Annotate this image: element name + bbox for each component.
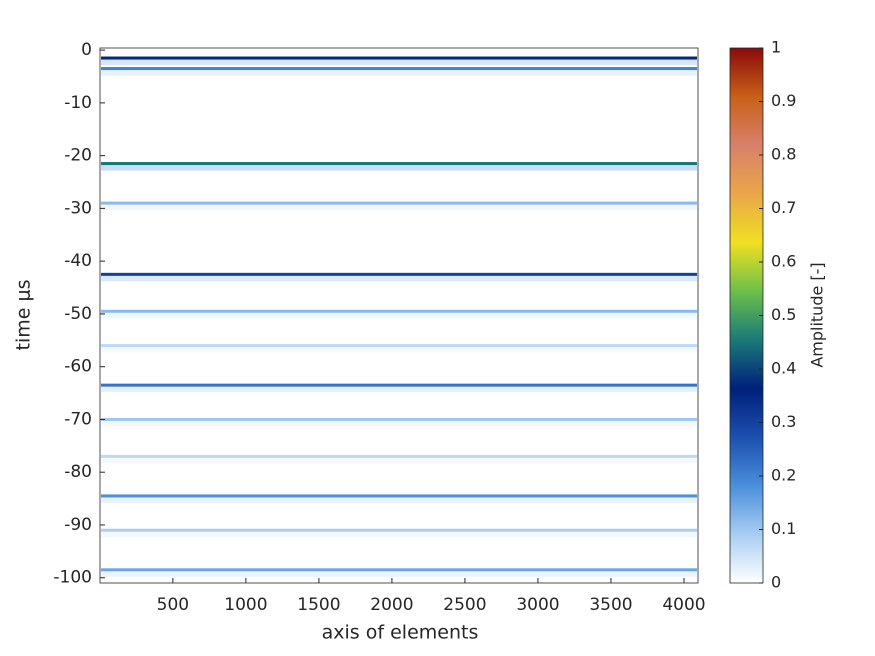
band xyxy=(101,309,697,313)
x-tick-label: 1500 xyxy=(297,595,340,615)
band-halo xyxy=(101,529,697,538)
band xyxy=(101,417,697,421)
y-tick-label: 0 xyxy=(81,40,92,60)
y-tick-label: -10 xyxy=(64,93,92,113)
colorbar-tick-label: 0.4 xyxy=(771,359,796,378)
x-tick-label: 500 xyxy=(157,595,189,615)
band-halo xyxy=(101,494,697,503)
band-halo xyxy=(101,418,697,427)
colorbar-tick-label: 0.2 xyxy=(771,466,796,485)
plot-frame xyxy=(99,47,699,584)
band-halo xyxy=(101,162,697,171)
bands xyxy=(101,56,697,577)
band xyxy=(101,528,697,532)
band-halo xyxy=(101,568,697,577)
band-halo xyxy=(101,384,697,393)
x-tick-label: 1000 xyxy=(224,595,267,615)
colorbar-tick-label: 0 xyxy=(771,573,781,592)
colorbar-tick-label: 0.3 xyxy=(771,412,796,431)
band-halo xyxy=(101,344,697,353)
band xyxy=(101,454,697,458)
band-halo xyxy=(101,202,697,211)
x-tick-label: 2500 xyxy=(443,595,486,615)
colorbar-tick-label: 0.7 xyxy=(771,198,796,217)
band xyxy=(101,383,697,387)
band-halo xyxy=(101,57,697,66)
band xyxy=(101,568,697,572)
y-tick-label: -90 xyxy=(64,515,92,535)
band-halo xyxy=(101,67,697,76)
x-tick-label: 3500 xyxy=(589,595,632,615)
x-tick-label: 2000 xyxy=(370,595,413,615)
colorbar-tick-label: 0.1 xyxy=(771,519,796,538)
x-axis-label: axis of elements xyxy=(322,622,479,644)
x-tick-label: 4000 xyxy=(662,595,705,615)
y-tick-label: -40 xyxy=(64,251,92,271)
y-axis-label: time μs xyxy=(13,280,35,351)
x-tick-label: 3000 xyxy=(516,595,559,615)
colorbar-tick-label: 0.5 xyxy=(771,305,796,324)
band xyxy=(101,67,697,71)
band-halo xyxy=(101,273,697,282)
y-tick-label: -60 xyxy=(64,357,92,377)
band xyxy=(101,272,697,276)
y-tick-label: -100 xyxy=(53,568,92,588)
y-tick-label: -80 xyxy=(64,462,92,482)
band xyxy=(101,344,697,348)
y-tick-label: -20 xyxy=(64,146,92,166)
colorbar-tick-label: 0.9 xyxy=(771,91,796,110)
band xyxy=(101,162,697,166)
colorbar-tick-label: 0.8 xyxy=(771,145,796,164)
band-halo xyxy=(101,310,697,319)
band xyxy=(101,56,697,60)
colorbar-label: Amplitude [-] xyxy=(808,262,827,367)
band xyxy=(101,494,697,498)
band-halo xyxy=(101,455,697,464)
colorbar-tick-label: 1 xyxy=(771,38,781,57)
band xyxy=(101,201,697,205)
colorbar-tick-label: 0.6 xyxy=(771,252,796,271)
y-tick-label: -70 xyxy=(64,409,92,429)
y-tick-label: -50 xyxy=(64,304,92,324)
y-tick-label: -30 xyxy=(64,198,92,218)
colorbar xyxy=(729,47,764,584)
